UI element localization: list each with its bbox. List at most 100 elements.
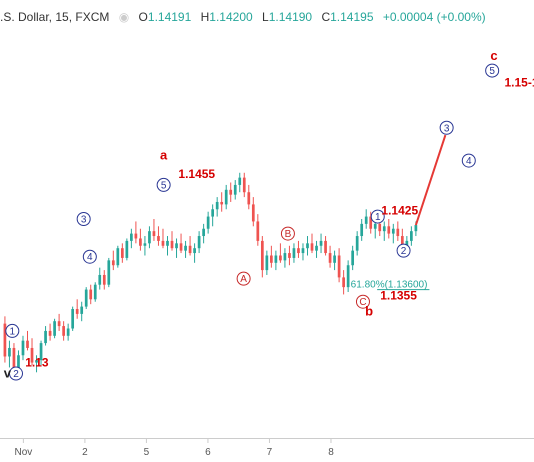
candle-body bbox=[152, 231, 156, 237]
wave-label-text: C bbox=[359, 297, 366, 308]
ohlc-legend: .S. Dollar, 15, FXCM ◉ O1.14191 H1.14200… bbox=[0, 10, 486, 24]
candle-body bbox=[89, 289, 93, 300]
candle-body bbox=[84, 289, 88, 307]
candle-body bbox=[256, 221, 260, 241]
wave-label: B bbox=[280, 226, 295, 241]
candle-body bbox=[242, 177, 246, 193]
wave-label-text: 2 bbox=[13, 369, 19, 380]
legend-eye-icon[interactable]: ◉ bbox=[119, 10, 129, 24]
candle-body bbox=[197, 236, 201, 249]
wave-label-circle bbox=[76, 212, 91, 226]
candle-body bbox=[57, 321, 61, 327]
candle-body bbox=[62, 326, 65, 336]
candle-body bbox=[400, 236, 404, 246]
candle-body bbox=[301, 248, 305, 254]
wave-label: 4 bbox=[82, 249, 97, 264]
wave-label-circle bbox=[280, 226, 295, 241]
candle-body bbox=[66, 328, 70, 336]
candle-body bbox=[93, 284, 97, 300]
candle-body bbox=[292, 248, 296, 258]
candle-body bbox=[211, 209, 215, 217]
candle-body bbox=[120, 248, 124, 258]
wave-label-circle bbox=[439, 120, 454, 135]
candle-body bbox=[166, 240, 169, 246]
candle-body bbox=[391, 228, 395, 234]
wave-label-text: 3 bbox=[444, 123, 450, 134]
price-level-label: 1.15-1 bbox=[504, 76, 534, 90]
candle-body bbox=[251, 204, 255, 222]
candle-body bbox=[342, 277, 345, 288]
candle-body bbox=[297, 248, 300, 254]
wave-label-text: 1 bbox=[375, 212, 381, 223]
wave-label-circle bbox=[396, 243, 411, 258]
candle-body bbox=[364, 216, 368, 224]
wave-label-text: B bbox=[285, 229, 292, 240]
candle-body bbox=[3, 323, 7, 357]
x-tick-label: Nov bbox=[14, 447, 32, 458]
wave-label-circle bbox=[82, 249, 97, 264]
candle-body bbox=[315, 245, 318, 251]
wave-label: C bbox=[355, 294, 370, 309]
low-value: 1.14190 bbox=[269, 10, 313, 24]
candle-body bbox=[310, 243, 314, 251]
candle-body bbox=[224, 189, 228, 205]
fibonacci-level: 61.80%(1.13600) bbox=[351, 280, 430, 291]
candle-body bbox=[111, 260, 115, 266]
candle-body bbox=[175, 243, 178, 249]
candle-body bbox=[202, 228, 205, 237]
candle-body bbox=[233, 184, 237, 195]
x-tick-label: 5 bbox=[144, 447, 150, 458]
wave-label-circle bbox=[370, 209, 385, 224]
wave-label: 2 bbox=[396, 243, 411, 258]
candle-body bbox=[360, 223, 364, 237]
high-label: H bbox=[201, 10, 210, 24]
candle-body bbox=[279, 255, 282, 261]
wave-letter-label: v bbox=[4, 366, 12, 381]
wave-label-circle bbox=[485, 63, 500, 78]
candle-body bbox=[238, 177, 242, 185]
wave-label: 4 bbox=[461, 153, 476, 168]
price-level-label: 1.1425 bbox=[381, 203, 418, 217]
candle-body bbox=[283, 253, 287, 261]
candle-body bbox=[21, 340, 25, 356]
candle-body bbox=[382, 226, 386, 232]
wave-label-text: 4 bbox=[87, 252, 93, 263]
x-tick-label: 7 bbox=[267, 447, 273, 458]
wave-label-text: 3 bbox=[81, 215, 87, 226]
candle-body bbox=[80, 306, 84, 314]
candle-body bbox=[260, 240, 264, 271]
candle-body bbox=[206, 216, 210, 229]
wave-label: 1 bbox=[370, 209, 385, 224]
wave-letter-label: a bbox=[160, 148, 168, 163]
candle-body bbox=[116, 248, 120, 266]
wave-label-circle bbox=[236, 271, 251, 286]
wave-label: 5 bbox=[485, 63, 500, 78]
open-value: 1.14191 bbox=[148, 10, 192, 24]
candle-body bbox=[188, 245, 192, 254]
candle-body bbox=[48, 330, 52, 336]
wave-label-text: 4 bbox=[466, 156, 472, 167]
wave-label-circle bbox=[5, 323, 20, 338]
candle-body bbox=[30, 347, 34, 363]
candle-body bbox=[148, 231, 151, 244]
candle-body bbox=[355, 236, 359, 251]
wave-label-text: 1 bbox=[10, 326, 16, 337]
candle-body bbox=[220, 201, 224, 205]
wave-count-labels: 1 2 3 4 5 A B C 1 2 3 4 5 bbox=[5, 63, 500, 381]
price-annotation-labels: 1.13 1.1455 1.1425 1.1355 1.15-1 bbox=[25, 76, 534, 370]
low-label: L bbox=[262, 10, 269, 24]
price-level-label: 1.1455 bbox=[178, 167, 215, 181]
candle-body bbox=[39, 343, 43, 361]
wave-label-circle bbox=[461, 153, 476, 168]
candle-body bbox=[405, 240, 409, 246]
wave-label-text: 5 bbox=[161, 180, 167, 191]
candle-body bbox=[53, 321, 56, 336]
candle-body bbox=[193, 248, 196, 254]
candle-body bbox=[229, 189, 233, 195]
change-value: +0.00004 (+0.00%) bbox=[383, 10, 486, 24]
candle-body bbox=[8, 347, 11, 357]
candle-body bbox=[12, 347, 16, 370]
wave-label-text: A bbox=[240, 274, 247, 285]
